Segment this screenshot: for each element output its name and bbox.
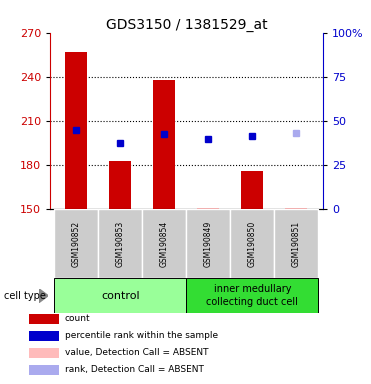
- Text: count: count: [65, 314, 90, 323]
- Bar: [187, 278, 318, 313]
- Text: cell type: cell type: [4, 291, 46, 301]
- Text: GSM190850: GSM190850: [248, 221, 257, 267]
- Polygon shape: [39, 289, 48, 303]
- Bar: [98, 209, 142, 278]
- Bar: [187, 209, 230, 278]
- Text: GSM190851: GSM190851: [292, 221, 301, 267]
- Bar: [197, 208, 219, 209]
- Bar: [230, 209, 275, 278]
- Text: GSM190854: GSM190854: [160, 221, 169, 267]
- Text: value, Detection Call = ABSENT: value, Detection Call = ABSENT: [65, 348, 208, 357]
- Bar: [242, 171, 263, 209]
- Bar: [154, 80, 175, 209]
- Text: inner medullary
collecting duct cell: inner medullary collecting duct cell: [207, 285, 298, 307]
- Text: GSM190853: GSM190853: [116, 221, 125, 267]
- Bar: [65, 52, 88, 209]
- Bar: [275, 209, 318, 278]
- Text: percentile rank within the sample: percentile rank within the sample: [65, 331, 218, 340]
- Bar: [55, 209, 98, 278]
- Bar: [29, 365, 59, 375]
- Bar: [29, 314, 59, 324]
- Bar: [55, 278, 187, 313]
- Text: rank, Detection Call = ABSENT: rank, Detection Call = ABSENT: [65, 365, 204, 374]
- Bar: [29, 348, 59, 358]
- Bar: [142, 209, 187, 278]
- Text: GSM190849: GSM190849: [204, 221, 213, 267]
- Bar: [285, 208, 308, 209]
- Text: control: control: [101, 291, 140, 301]
- Title: GDS3150 / 1381529_at: GDS3150 / 1381529_at: [106, 18, 267, 31]
- Bar: [29, 331, 59, 341]
- Bar: [109, 161, 131, 209]
- Text: GSM190852: GSM190852: [72, 221, 81, 267]
